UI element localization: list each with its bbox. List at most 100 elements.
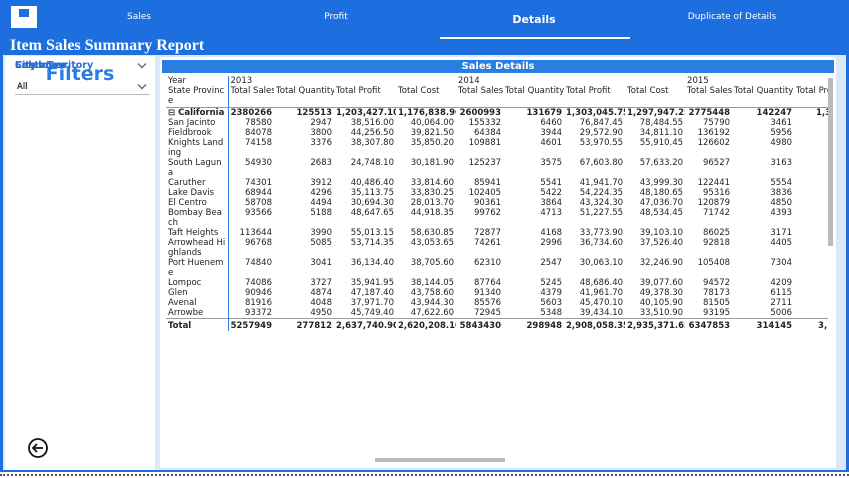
cell: 81505 bbox=[702, 298, 731, 308]
cell: 3,162,( bbox=[794, 318, 828, 331]
matrix-table: Year 2013 2014 2015 State Province Total Sale… bbox=[166, 76, 828, 331]
cell: 3727 bbox=[310, 278, 332, 288]
cell: 38,307.80 bbox=[350, 138, 394, 148]
nav-tab[interactable]: Details bbox=[512, 13, 556, 26]
row-label-text: South Laguna bbox=[168, 158, 222, 178]
cell: 4713 bbox=[540, 208, 563, 218]
measure-header: Total Profit bbox=[564, 86, 626, 108]
cell: 3171 bbox=[770, 228, 793, 238]
cell: 86025 bbox=[702, 228, 731, 238]
cell: 81916 bbox=[244, 298, 272, 308]
row-header: Year bbox=[166, 76, 229, 86]
cell: 50, bbox=[794, 308, 828, 319]
cell: 91340 bbox=[473, 288, 502, 298]
cell: 51,227.55 bbox=[579, 208, 624, 218]
row-label-text: Fieldbrook bbox=[168, 128, 212, 138]
report-title: Item Sales Summary Report bbox=[10, 37, 205, 54]
slicer-label: City bbox=[15, 60, 36, 71]
matrix: Year 2013 2014 2015 State Province Total Sale… bbox=[166, 76, 828, 461]
row-label-text: Avenal bbox=[168, 298, 197, 308]
cell: 5006 bbox=[770, 308, 793, 318]
cell: 35,941.95 bbox=[350, 278, 394, 288]
cell: 4950 bbox=[310, 308, 332, 318]
data-row: Lake Davis 68944 4296 35,113.75 33,830.25 102… bbox=[166, 188, 828, 198]
cell: 125237 bbox=[468, 158, 502, 168]
slicer[interactable]: City All bbox=[5, 59, 155, 196]
active-underline bbox=[440, 37, 630, 39]
cell: 45,470.10 bbox=[579, 298, 624, 308]
nav-tab[interactable]: Profit bbox=[324, 12, 348, 22]
cell: 48,647.65 bbox=[350, 208, 394, 218]
cell: 3836 bbox=[770, 188, 793, 198]
cell: 74840 bbox=[244, 258, 272, 268]
cell: 5348 bbox=[540, 308, 563, 318]
slicer[interactable]: Customer All bbox=[5, 59, 155, 152]
cell: 2775448 bbox=[688, 108, 731, 118]
cell: 74301 bbox=[244, 178, 272, 188]
nav-tab[interactable]: Sales bbox=[127, 12, 151, 22]
row-label-text: Lompoc bbox=[168, 278, 202, 288]
cell: 60, bbox=[794, 128, 828, 138]
slicer-label: Customer bbox=[15, 60, 67, 71]
data-row: Total 5257949 277812 2,637,740.90 2,620,208.… bbox=[166, 318, 828, 331]
cell: 75790 bbox=[702, 118, 731, 128]
cell: 53,714.35 bbox=[350, 238, 394, 248]
cell: 58,630.85 bbox=[410, 228, 455, 238]
cell: 96768 bbox=[244, 238, 272, 248]
cell: 76,847.45 bbox=[579, 118, 624, 128]
cell: 68944 bbox=[244, 188, 272, 198]
cell: 136192 bbox=[697, 128, 731, 138]
dropdown-line bbox=[15, 94, 150, 95]
cell: 43,053.65 bbox=[410, 238, 455, 248]
cell: 102405 bbox=[468, 188, 502, 198]
cell: 38,705.60 bbox=[410, 258, 455, 268]
nav-tab[interactable]: Duplicate of Details bbox=[687, 12, 777, 22]
cell: 40,486.40 bbox=[350, 178, 394, 188]
cell: 2711 bbox=[770, 298, 793, 308]
cell: 40,105.90 bbox=[639, 298, 684, 308]
row-label: Fieldbrook bbox=[166, 128, 229, 138]
cell: 64384 bbox=[473, 128, 502, 138]
cell: 67,603.80 bbox=[579, 158, 624, 168]
cell: 53,970.55 bbox=[579, 138, 624, 148]
cell: 60, bbox=[794, 138, 828, 158]
cell: 2,908,058.35 bbox=[564, 318, 626, 331]
cell: 4494 bbox=[310, 198, 332, 208]
row-label-text: Taft Heights bbox=[168, 228, 219, 238]
cell: 1,203,427.10 bbox=[336, 108, 396, 118]
slicer[interactable]: Sales Territory All bbox=[5, 59, 155, 252]
cell: 3944 bbox=[540, 128, 563, 138]
row-label-text: Bombay Beach bbox=[168, 208, 222, 228]
measure-header: Total Quantity bbox=[732, 86, 795, 108]
cell: 85941 bbox=[473, 178, 502, 188]
cell: 94572 bbox=[702, 278, 731, 288]
cell: 55,013.15 bbox=[350, 228, 394, 238]
cell: 24,748.10 bbox=[350, 158, 394, 168]
row-label: Total bbox=[166, 318, 229, 331]
v-scrollbar[interactable] bbox=[828, 78, 833, 246]
cell: 95316 bbox=[702, 188, 731, 198]
cell: 4405 bbox=[770, 238, 793, 248]
cell: 4980 bbox=[770, 138, 793, 148]
cell: 5843430 bbox=[456, 318, 504, 331]
cell: 4379 bbox=[540, 288, 563, 298]
measure-header: Total Sales bbox=[456, 86, 504, 108]
h-scrollbar[interactable] bbox=[375, 458, 505, 462]
row-header: State Province bbox=[166, 86, 229, 108]
cell: 34,811.10 bbox=[639, 128, 684, 138]
slicer-value: All bbox=[17, 82, 28, 92]
cell: 40,064.00 bbox=[410, 118, 455, 128]
data-row: Knights Landing 74158 3376 38,307.80 35,850.… bbox=[166, 138, 828, 158]
cell: 62310 bbox=[473, 258, 502, 268]
data-row: Taft Heights 113644 3990 55,013.15 58,630.85… bbox=[166, 228, 828, 238]
cell: 5554 bbox=[770, 178, 793, 188]
cell: 142247 bbox=[756, 108, 793, 118]
cell: 32,246.90 bbox=[639, 258, 684, 268]
cell: 47, bbox=[794, 238, 828, 258]
data-row: Fieldbrook 84078 3800 44,256.50 39,821.50 643… bbox=[166, 128, 828, 138]
cell: 28,013.70 bbox=[410, 198, 455, 208]
cell: 41,961.70 bbox=[579, 288, 624, 298]
back-button[interactable] bbox=[27, 437, 49, 459]
cell: 36, bbox=[794, 208, 828, 228]
cell: 47,187.40 bbox=[350, 288, 394, 298]
